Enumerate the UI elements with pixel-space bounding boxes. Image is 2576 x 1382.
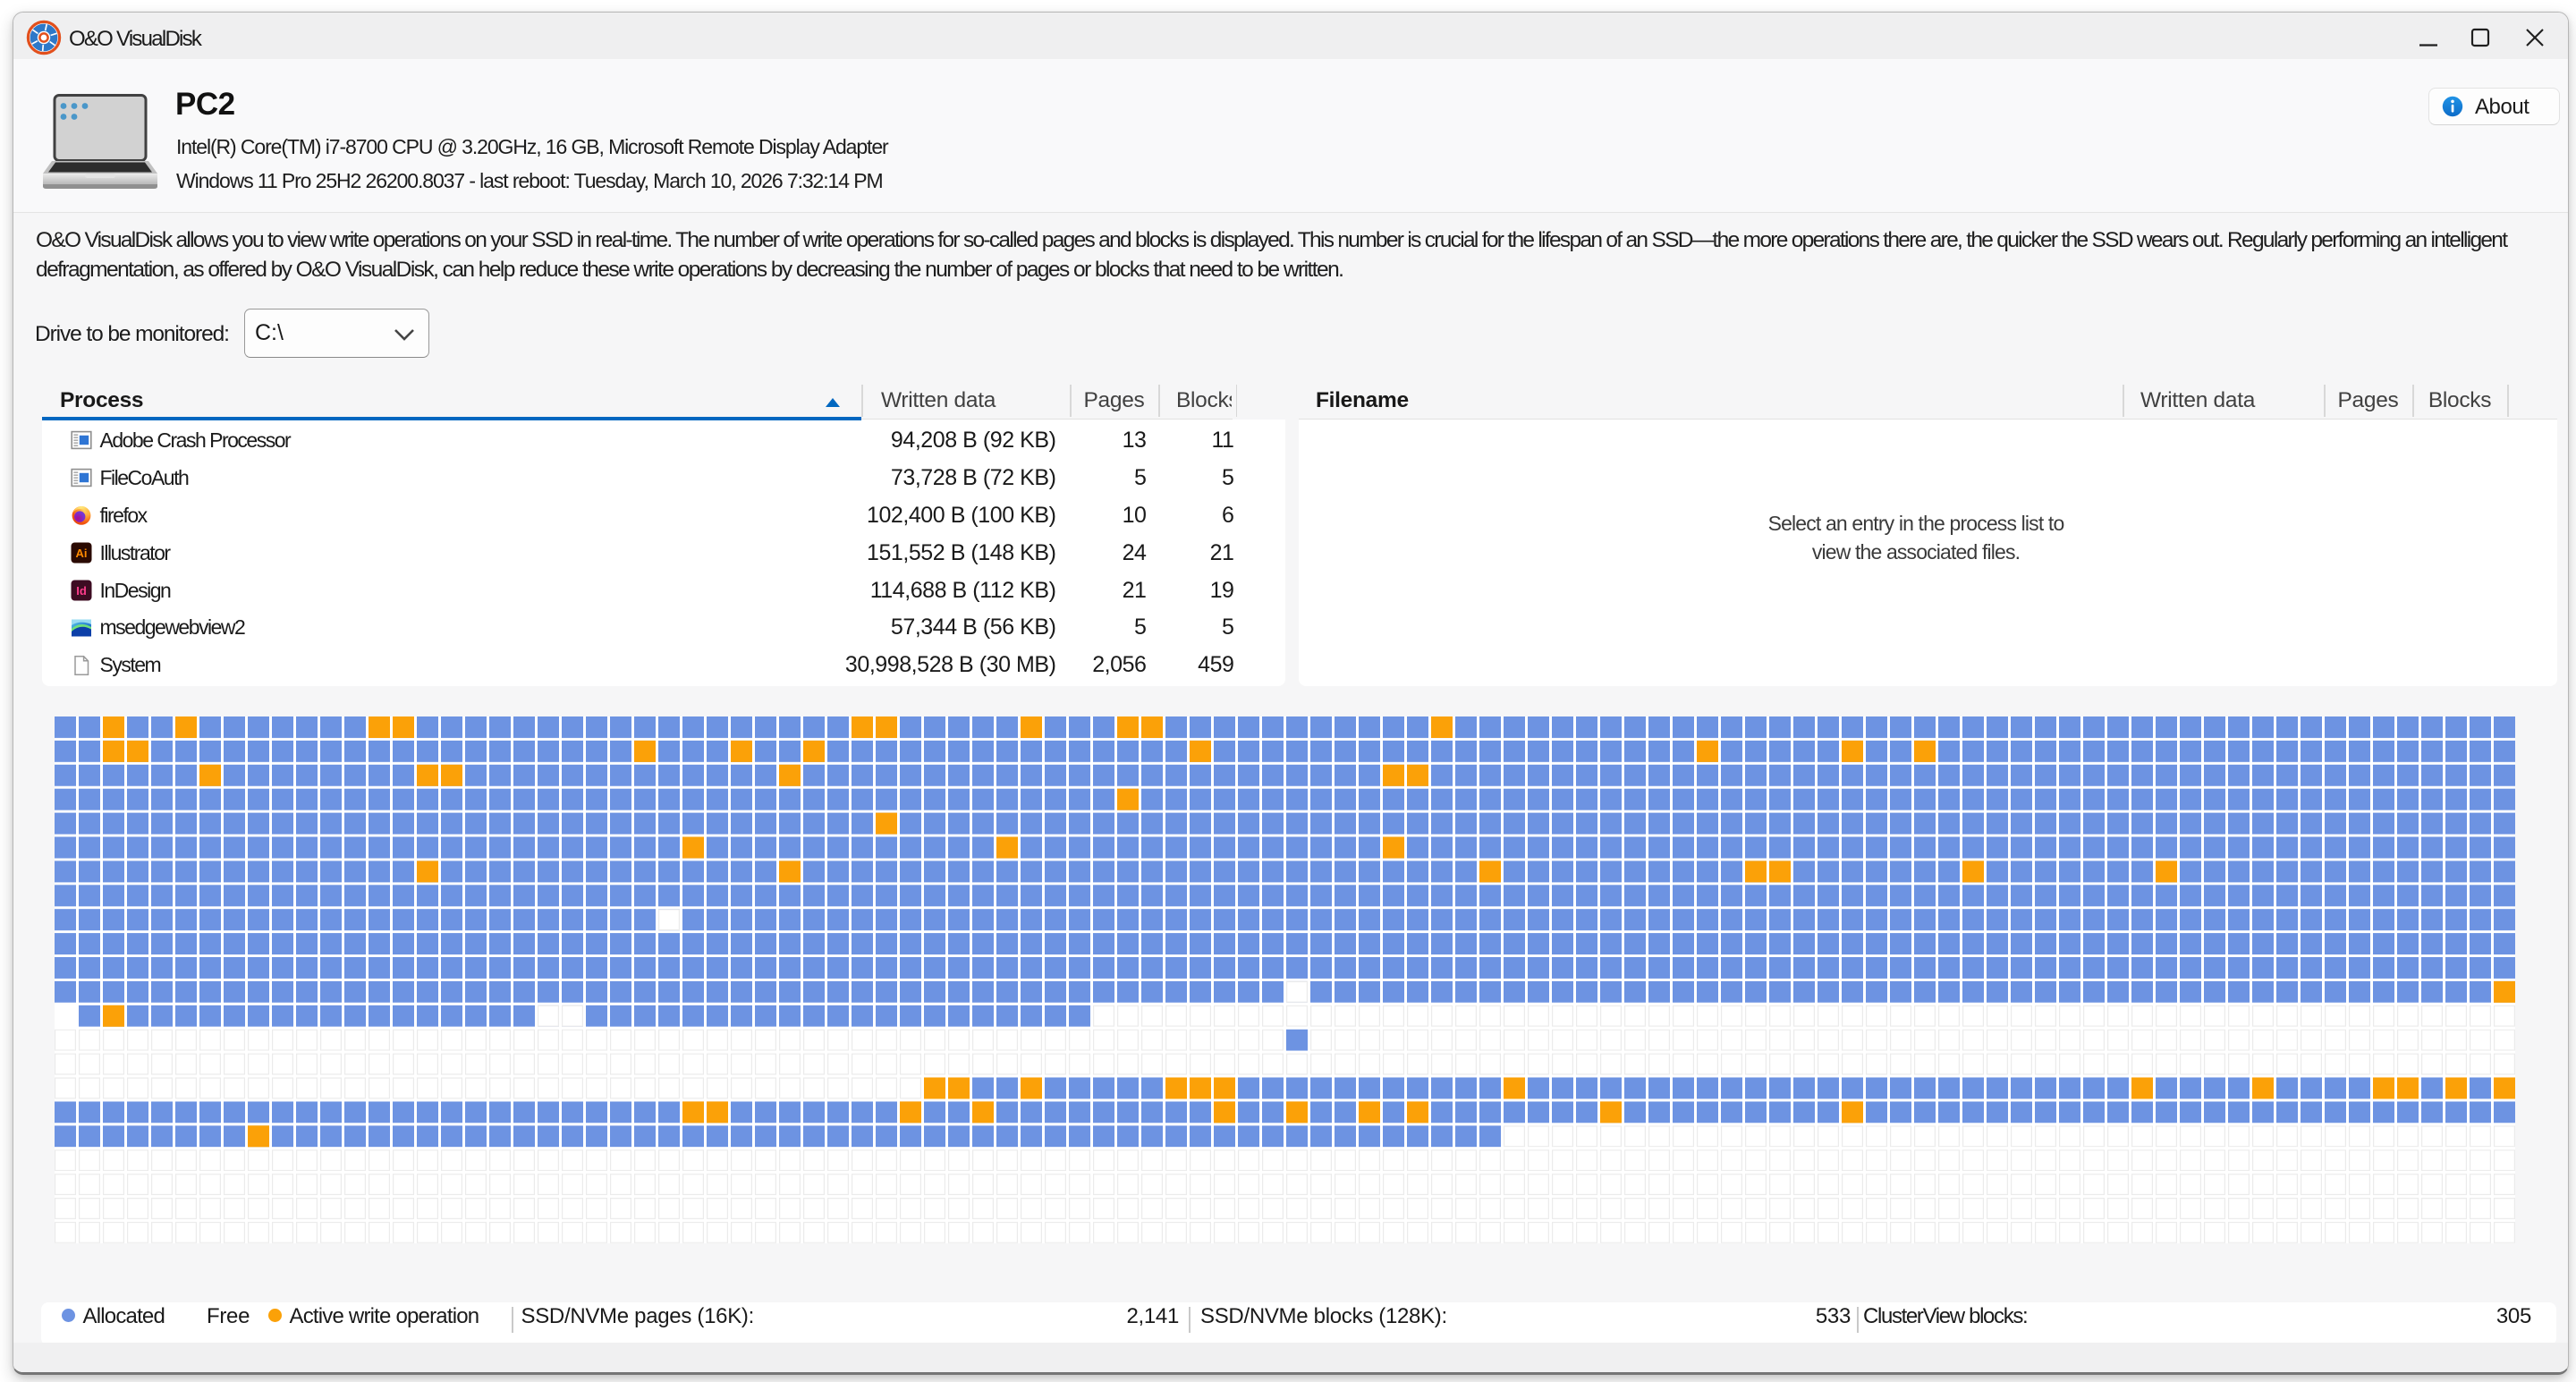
- svg-text:Ai: Ai: [75, 547, 87, 560]
- svg-text:Id: Id: [76, 584, 87, 598]
